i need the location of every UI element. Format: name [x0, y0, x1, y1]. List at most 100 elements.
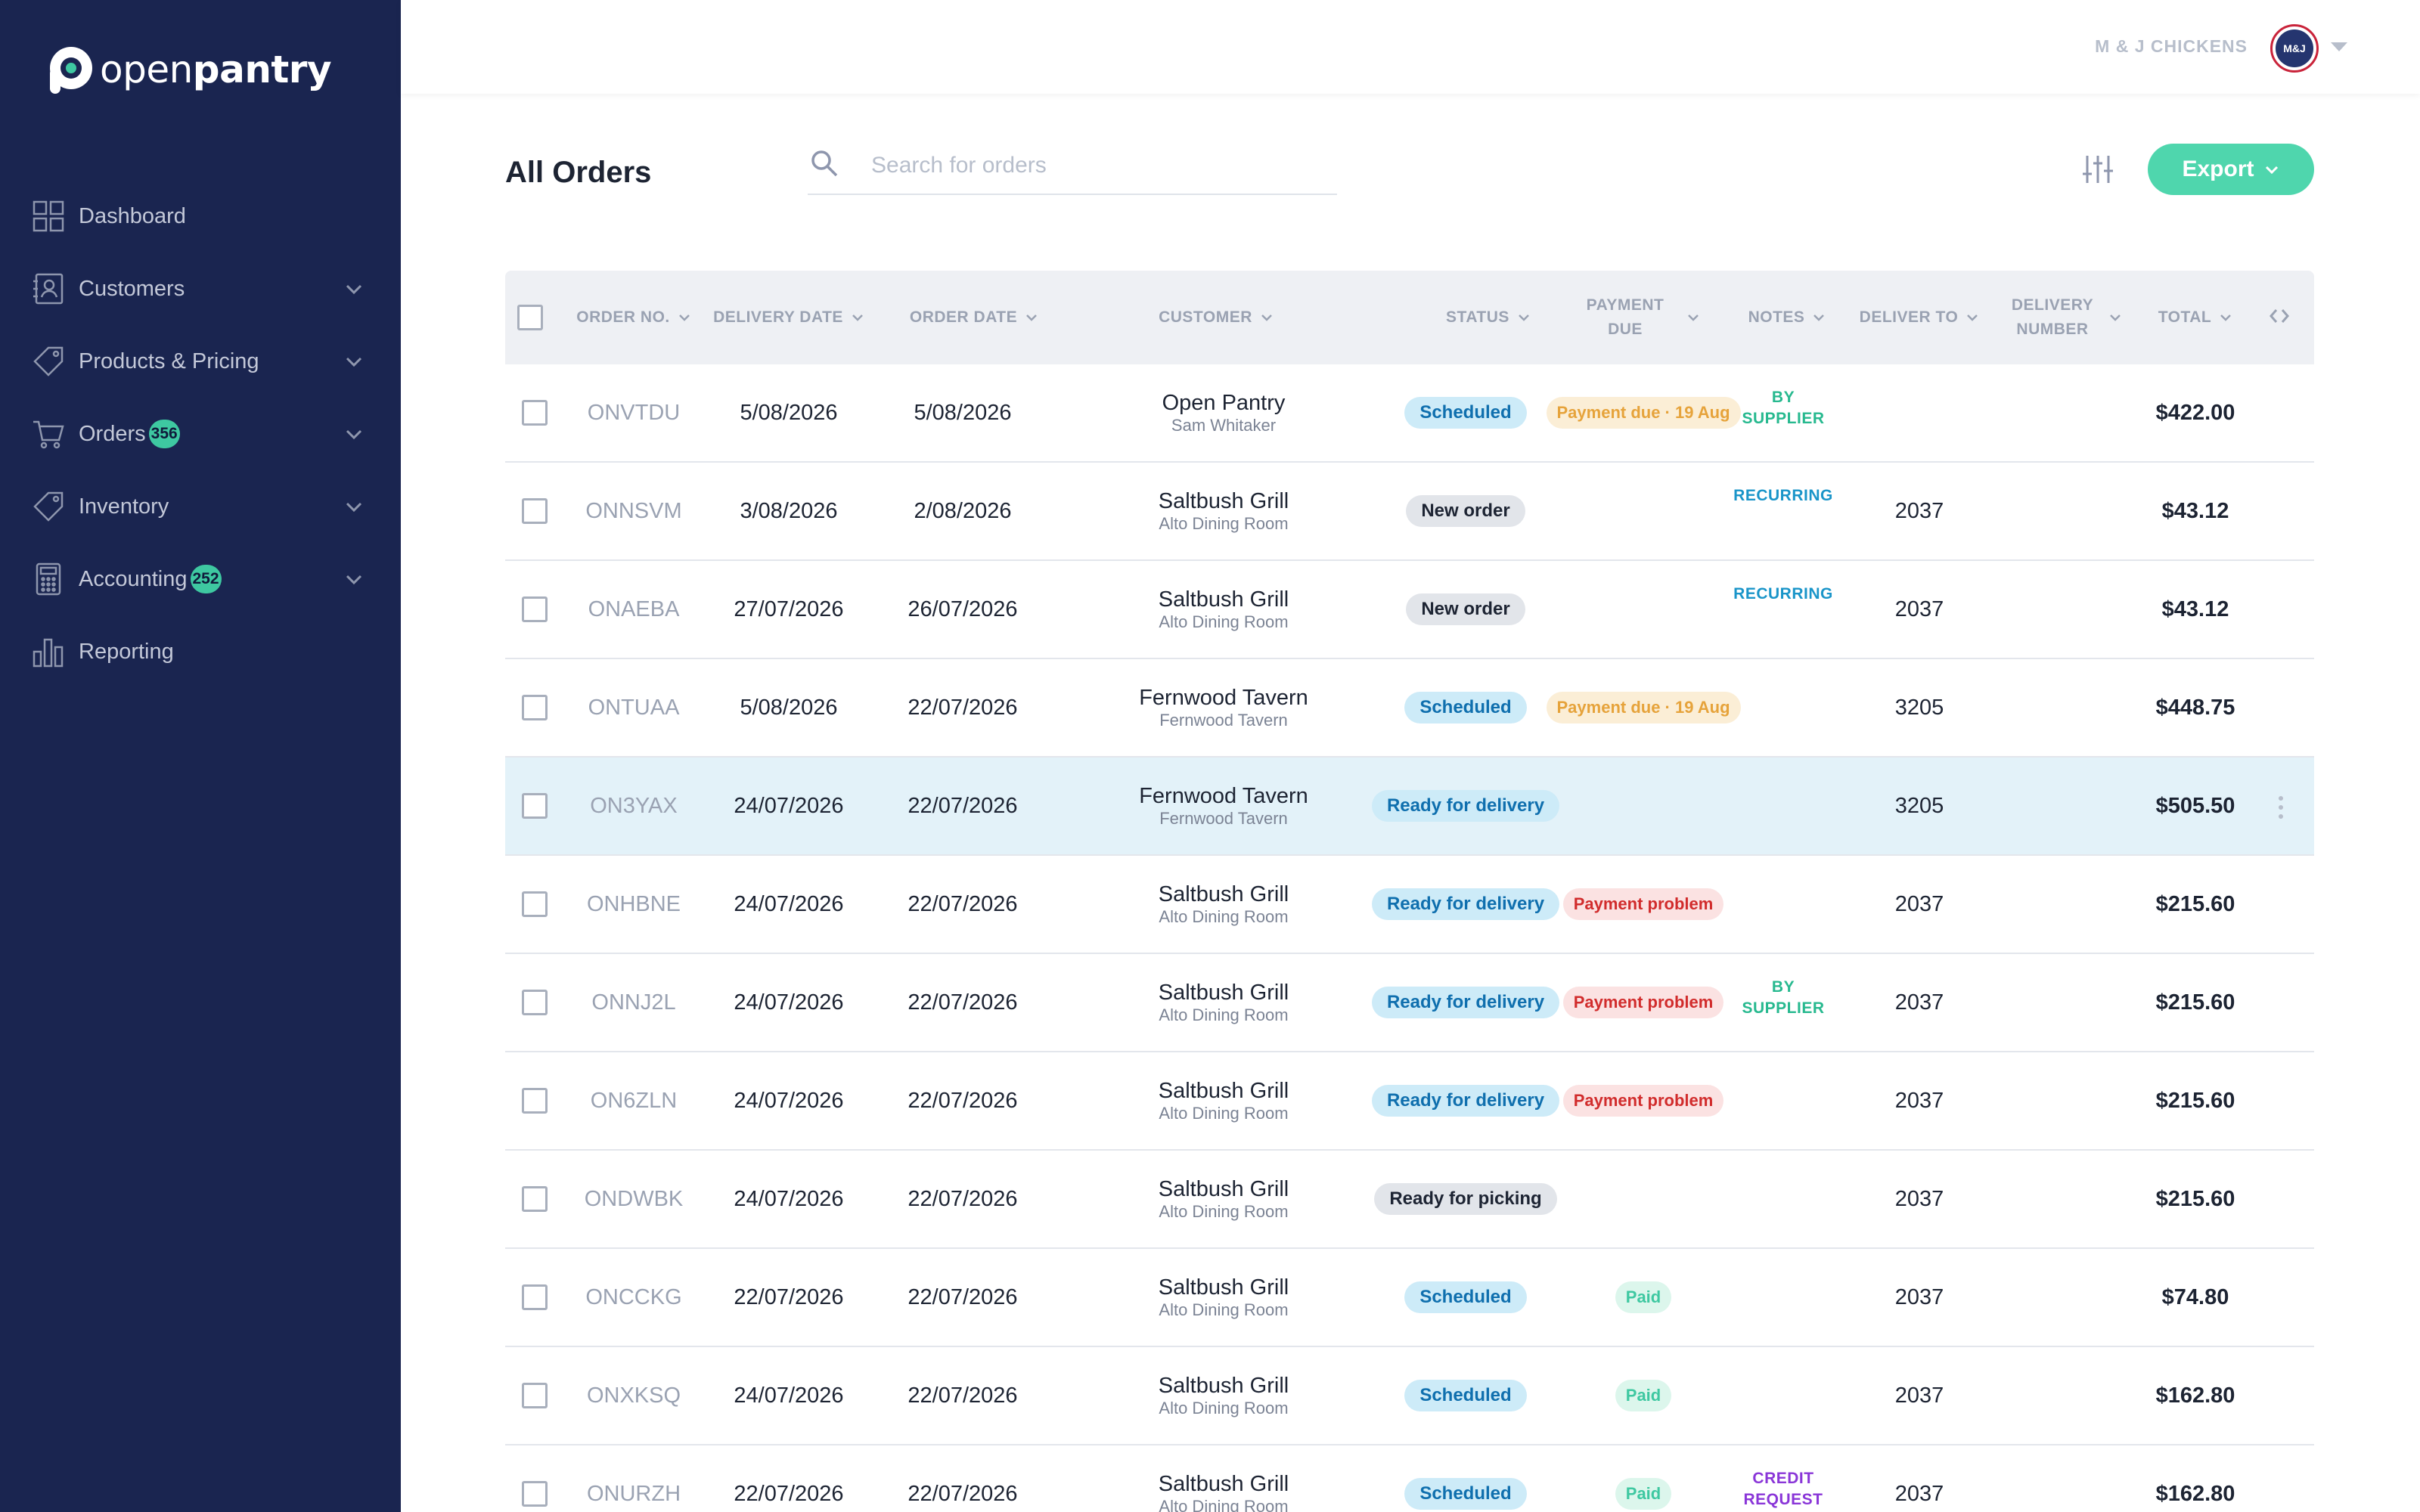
- logo-text-bold: pantry: [192, 48, 332, 91]
- order-date: 22/07/2026: [908, 1186, 1018, 1211]
- row-checkbox[interactable]: [522, 1088, 548, 1114]
- select-all-checkbox[interactable]: [517, 305, 543, 330]
- row-checkbox[interactable]: [522, 498, 548, 524]
- export-button[interactable]: Export: [2148, 144, 2314, 195]
- filter-settings-icon[interactable]: [2080, 151, 2116, 187]
- row-checkbox[interactable]: [522, 1481, 548, 1507]
- table-row[interactable]: ONURZH 22/07/2026 22/07/2026 Saltbush Grill…: [505, 1445, 2314, 1512]
- row-checkbox[interactable]: [522, 1186, 548, 1212]
- column-header-notes[interactable]: NOTES: [1738, 271, 1836, 364]
- search-input[interactable]: [871, 150, 1325, 181]
- table-row[interactable]: ONVTDU 5/08/2026 5/08/2026 Open Pantry Sam W…: [505, 364, 2314, 463]
- order-number[interactable]: ONCCKG: [585, 1284, 682, 1309]
- table-row[interactable]: ONXKSQ 24/07/2026 22/07/2026 Saltbush Grill…: [505, 1347, 2314, 1445]
- chevron-down-icon[interactable]: [343, 496, 365, 517]
- column-header-order-date[interactable]: ORDER DATE: [898, 271, 1050, 364]
- sidebar-item-products-pricing[interactable]: Products & Pricing: [0, 325, 401, 398]
- order-number[interactable]: ONDWBK: [584, 1186, 684, 1211]
- order-date: 22/07/2026: [908, 1088, 1018, 1113]
- customer-cell: Saltbush Grill Alto Dining Room: [1110, 463, 1337, 559]
- chevron-down-icon[interactable]: [343, 569, 365, 590]
- table-row[interactable]: ON6ZLN 24/07/2026 22/07/2026 Saltbush Grill…: [505, 1052, 2314, 1151]
- order-number[interactable]: ONHBNE: [586, 891, 681, 916]
- customer-cell: Fernwood Tavern Fernwood Tavern: [1110, 758, 1337, 854]
- table-row[interactable]: ONNJ2L 24/07/2026 22/07/2026 Saltbush Grill…: [505, 954, 2314, 1052]
- customer-venue: Alto Dining Room: [1159, 612, 1289, 631]
- avatar-logo: M&J: [2276, 29, 2313, 67]
- order-number[interactable]: ONXKSQ: [586, 1383, 681, 1408]
- row-checkbox[interactable]: [522, 793, 548, 819]
- expand-columns-icon[interactable]: [2267, 304, 2291, 328]
- customer-name: Saltbush Grill: [1158, 1079, 1289, 1103]
- table-row[interactable]: ONAEBA 27/07/2026 26/07/2026 Saltbush Grill…: [505, 561, 2314, 659]
- order-number[interactable]: ONNJ2L: [591, 990, 676, 1015]
- table-row[interactable]: ONCCKG 22/07/2026 22/07/2026 Saltbush Grill…: [505, 1249, 2314, 1347]
- table-row[interactable]: ONTUAA 5/08/2026 22/07/2026 Fernwood Tavern…: [505, 659, 2314, 758]
- payment-badge: Paid: [1615, 1478, 1672, 1510]
- status-badge: Scheduled: [1404, 397, 1527, 429]
- customer-venue: Alto Dining Room: [1159, 907, 1289, 926]
- account-menu-caret-icon[interactable]: [2331, 42, 2347, 51]
- row-checkbox[interactable]: [522, 695, 548, 720]
- customer-cell: Saltbush Grill Alto Dining Room: [1110, 561, 1337, 658]
- status-badge: Ready for delivery: [1371, 987, 1560, 1018]
- row-checkbox[interactable]: [522, 990, 548, 1015]
- row-checkbox[interactable]: [522, 1383, 548, 1408]
- bar-chart-icon: [33, 638, 64, 668]
- sidebar-item-customers[interactable]: Customers: [0, 253, 401, 325]
- column-header-customer[interactable]: CUSTOMER: [1140, 271, 1292, 364]
- customer-cell: Saltbush Grill Alto Dining Room: [1110, 1347, 1337, 1444]
- order-number[interactable]: ONAEBA: [588, 596, 680, 621]
- delivery-date: 24/07/2026: [734, 990, 844, 1015]
- sidebar-item-label: Products & Pricing: [79, 349, 259, 373]
- table-row[interactable]: ONNSVM 3/08/2026 2/08/2026 Saltbush Grill Al…: [505, 463, 2314, 561]
- sidebar-item-dashboard[interactable]: Dashboard: [0, 180, 401, 253]
- deliver-to: 3205: [1894, 695, 1944, 720]
- order-total: $43.12: [2161, 596, 2229, 621]
- chevron-down-icon[interactable]: [343, 278, 365, 299]
- sort-chevron-icon: [1688, 314, 1699, 321]
- row-menu-icon[interactable]: [2276, 794, 2285, 821]
- order-number[interactable]: ONTUAA: [588, 695, 680, 720]
- column-header-order-no[interactable]: ORDER NO.: [573, 271, 694, 364]
- order-number[interactable]: ONURZH: [586, 1481, 681, 1506]
- chevron-down-icon[interactable]: [343, 351, 365, 372]
- company-name[interactable]: M & J CHICKENS: [2095, 36, 2248, 56]
- column-header-label: ORDER NO.: [576, 308, 670, 326]
- column-header-label-line: DELIVERY: [2011, 296, 2094, 314]
- table-row[interactable]: ONHBNE 24/07/2026 22/07/2026 Saltbush Grill…: [505, 856, 2314, 954]
- row-checkbox[interactable]: [522, 1284, 548, 1310]
- column-header-delivery-date[interactable]: DELIVERY DATE: [709, 271, 868, 364]
- column-header-status[interactable]: STATUS: [1435, 271, 1541, 364]
- sidebar-item-inventory[interactable]: Inventory: [0, 470, 401, 543]
- column-header-deliver-to[interactable]: DELIVER TO: [1851, 271, 1987, 364]
- sidebar-item-accounting[interactable]: Accounting 252: [0, 543, 401, 615]
- sort-chevron-icon: [1261, 314, 1272, 321]
- logo[interactable]: openpantry: [44, 39, 332, 100]
- order-number[interactable]: ONVTDU: [587, 400, 681, 425]
- customer-venue: Alto Dining Room: [1159, 1005, 1289, 1024]
- order-total: $162.80: [2155, 1383, 2235, 1408]
- avatar[interactable]: M&J: [2270, 24, 2319, 73]
- status-badge: Scheduled: [1404, 1478, 1527, 1510]
- sidebar-item-orders[interactable]: Orders 356: [0, 398, 401, 470]
- row-checkbox[interactable]: [522, 891, 548, 917]
- sidebar-item-reporting[interactable]: Reporting: [0, 615, 401, 688]
- column-header-payment-due[interactable]: PAYMENT DUE: [1579, 271, 1708, 364]
- table-row[interactable]: ONDWBK 24/07/2026 22/07/2026 Saltbush Grill…: [505, 1151, 2314, 1249]
- status-cell: Ready for delivery: [1360, 758, 1571, 854]
- row-checkbox[interactable]: [522, 596, 548, 622]
- chevron-down-icon[interactable]: [343, 423, 365, 445]
- delivery-date: 24/07/2026: [734, 793, 844, 818]
- order-number[interactable]: ON6ZLN: [590, 1088, 678, 1113]
- column-header-total[interactable]: TOTAL: [2146, 271, 2245, 364]
- order-date: 22/07/2026: [908, 695, 1018, 720]
- column-header-delivery-number[interactable]: DELIVERY NUMBER: [2003, 271, 2131, 364]
- order-number[interactable]: ONNSVM: [585, 498, 682, 523]
- column-header-label-line: NUMBER: [2016, 321, 2089, 338]
- order-number[interactable]: ON3YAX: [590, 793, 678, 818]
- status-cell: Ready for delivery: [1360, 1052, 1571, 1149]
- row-checkbox[interactable]: [522, 400, 548, 426]
- table-row[interactable]: ON3YAX 24/07/2026 22/07/2026 Fernwood Taver…: [505, 758, 2314, 856]
- order-date: 5/08/2026: [914, 400, 1012, 425]
